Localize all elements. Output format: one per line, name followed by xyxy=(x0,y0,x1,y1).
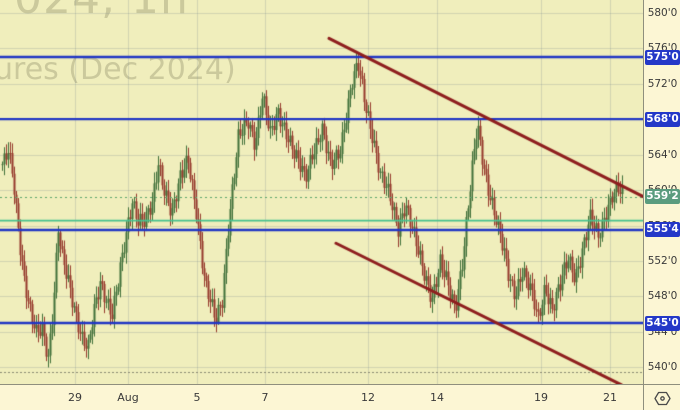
axis-settings-button[interactable] xyxy=(643,384,680,410)
time-tick-label: 14 xyxy=(430,391,444,404)
time-tick-label: Aug xyxy=(117,391,139,404)
time-tick-label: 21 xyxy=(603,391,617,404)
price-level-badge[interactable]: 568'0 xyxy=(645,111,680,127)
time-tick-label: 7 xyxy=(261,391,269,404)
price-chart-pane[interactable] xyxy=(0,0,643,384)
time-tick-label: 29 xyxy=(68,391,82,404)
price-scale[interactable]: 580'0576'0572'0568'0564'0560'0556'0552'0… xyxy=(643,0,680,384)
time-tick-label: 12 xyxy=(361,391,375,404)
price-tick-label: 548'0 xyxy=(647,290,678,303)
price-tick-label: 564'0 xyxy=(647,148,678,161)
time-tick-label: 19 xyxy=(534,391,548,404)
price-level-badge[interactable]: 545'0 xyxy=(645,315,680,331)
current-price-badge: 559'2 xyxy=(645,189,680,205)
price-level-badge[interactable]: 575'0 xyxy=(645,49,680,65)
hexagon-eye-icon xyxy=(654,391,671,405)
price-tick-label: 572'0 xyxy=(647,77,678,90)
price-tick-label: 580'0 xyxy=(647,6,678,19)
price-tick-label: 552'0 xyxy=(647,254,678,267)
price-tick-label: 540'0 xyxy=(647,361,678,374)
time-tick-label: 5 xyxy=(193,391,201,404)
time-scale[interactable]: 29 Aug 5 7 12 14 19 21 xyxy=(0,384,643,410)
price-level-badge[interactable]: 555'4 xyxy=(645,222,680,238)
